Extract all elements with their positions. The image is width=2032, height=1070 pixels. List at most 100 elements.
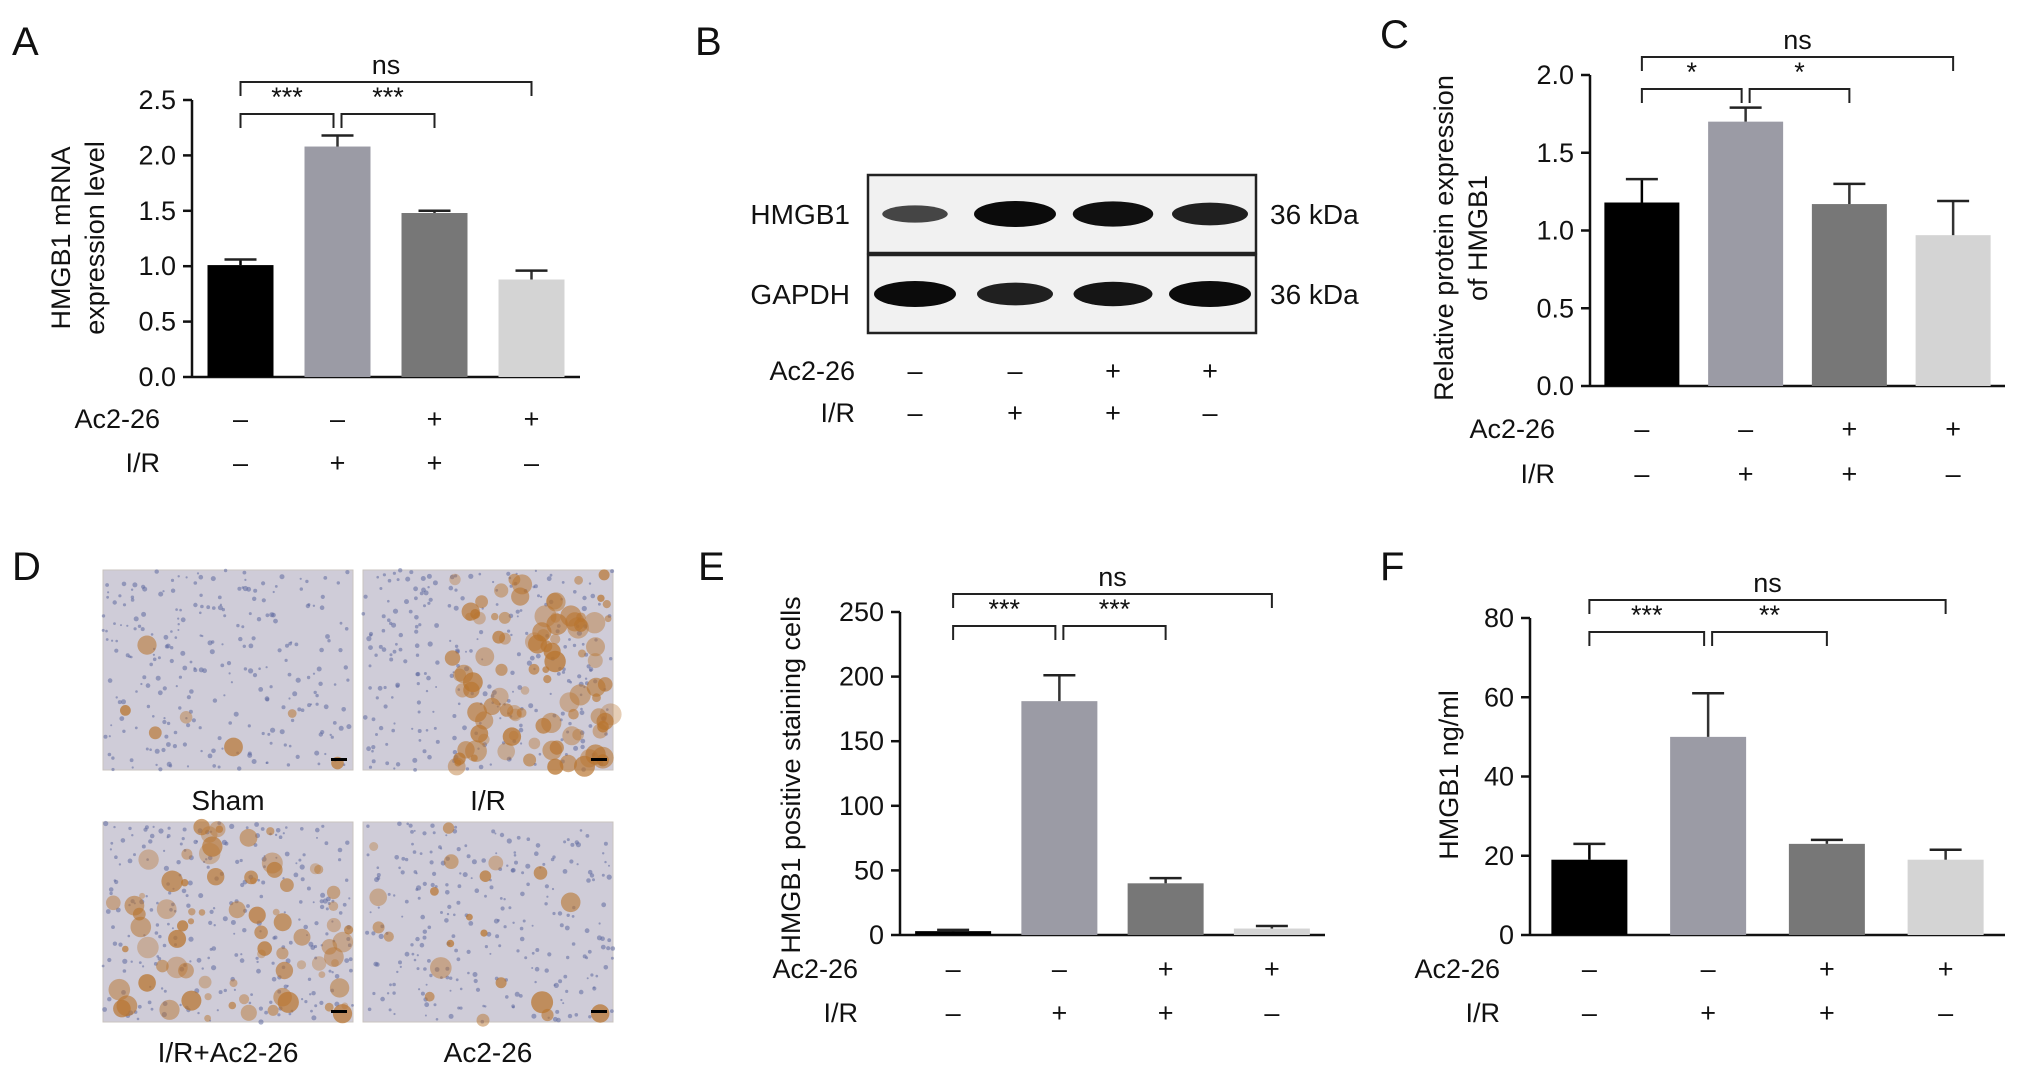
ihc-nucleus <box>495 934 500 939</box>
ihc-nucleus <box>278 835 283 839</box>
ihc-nucleus <box>454 574 458 578</box>
ihc-nucleus <box>411 727 414 730</box>
significance-label: * <box>1794 57 1805 87</box>
ihc-stain-spot <box>156 959 169 973</box>
ihc-nucleus <box>556 672 561 676</box>
ihc-nucleus <box>288 744 292 748</box>
ihc-nucleus <box>534 980 537 984</box>
ihc-nucleus <box>199 593 203 597</box>
ihc-nucleus <box>181 888 187 894</box>
ihc-nucleus <box>130 588 134 591</box>
ihc-nucleus <box>514 860 518 865</box>
ihc-nucleus <box>512 921 515 924</box>
ihc-stain-spot <box>497 742 515 761</box>
ihc-nucleus <box>381 647 387 652</box>
ihc-nucleus <box>546 895 549 898</box>
ihc-nucleus <box>307 977 312 981</box>
ihc-nucleus <box>391 622 397 628</box>
ihc-nucleus <box>233 988 236 992</box>
ihc-nucleus <box>451 934 456 938</box>
ihc-nucleus <box>113 879 117 882</box>
ihc-nucleus <box>120 624 122 627</box>
ihc-nucleus <box>553 984 556 987</box>
ihc-stain-spot <box>430 887 439 896</box>
ihc-nucleus <box>166 742 171 747</box>
ihc-nucleus <box>513 851 517 854</box>
ihc-nucleus <box>500 906 505 911</box>
ihc-nucleus <box>200 749 203 753</box>
ihc-stain-spot <box>494 583 509 598</box>
ihc-stain-spot <box>318 971 326 978</box>
ihc-nucleus <box>186 723 191 728</box>
ihc-nucleus <box>368 645 373 650</box>
ihc-nucleus <box>457 1006 461 1010</box>
ihc-nucleus <box>566 730 570 734</box>
ihc-nucleus <box>226 661 232 666</box>
ihc-nucleus <box>435 739 440 744</box>
ihc-nucleus <box>113 622 116 625</box>
ihc-nucleus <box>318 732 323 737</box>
ihc-nucleus <box>493 918 499 924</box>
ihc-nucleus <box>258 687 264 692</box>
ihc-nucleus <box>152 653 155 656</box>
ihc-nucleus <box>395 684 400 688</box>
condition-label-ac2-26: Ac2-26 <box>769 356 855 386</box>
ihc-nucleus <box>577 674 582 679</box>
ihc-nucleus <box>198 667 204 673</box>
ihc-nucleus <box>416 954 419 957</box>
y-tick-label: 100 <box>839 791 884 821</box>
ihc-nucleus <box>404 857 409 862</box>
ihc-nucleus <box>285 958 291 964</box>
ihc-nucleus <box>105 638 109 641</box>
ihc-nucleus <box>468 573 474 579</box>
bar <box>498 279 565 377</box>
ihc-nucleus <box>237 766 242 771</box>
significance-bracket <box>239 113 335 128</box>
ihc-nucleus <box>162 1001 168 1007</box>
ihc-image <box>101 818 354 1025</box>
ihc-stain-spot <box>177 920 189 932</box>
ihc-nucleus <box>177 629 180 631</box>
ihc-nucleus <box>434 623 439 628</box>
ihc-stain-spot <box>599 703 622 726</box>
ihc-nucleus <box>423 967 427 971</box>
condition-mark-ir: + <box>1700 998 1716 1028</box>
ihc-nucleus <box>265 761 268 765</box>
ihc-nucleus <box>433 1003 437 1007</box>
ihc-nucleus <box>514 991 520 997</box>
ihc-nucleus <box>454 588 458 592</box>
ihc-nucleus <box>507 629 511 633</box>
condition-mark-ir: – <box>907 398 922 428</box>
ihc-nucleus <box>269 685 273 689</box>
ihc-stain-spot <box>495 977 507 989</box>
ihc-nucleus <box>435 686 438 688</box>
ihc-nucleus <box>155 675 161 681</box>
ihc-nucleus <box>200 604 204 609</box>
ihc-stain-spot <box>181 990 202 1011</box>
ihc-nucleus <box>375 696 379 700</box>
ihc-stain-spot <box>228 1001 237 1010</box>
panel-a-chart: A 0.0 0.5 1.0 1.5 2.0 2.5 HMGB1 mRNA expression … <box>12 20 580 478</box>
ihc-nucleus <box>516 835 521 840</box>
significance-label: ns <box>1783 25 1812 55</box>
ihc-nucleus <box>392 649 397 654</box>
ihc-nucleus <box>429 860 434 865</box>
ihc-nucleus <box>182 742 187 747</box>
ihc-nucleus <box>457 884 462 889</box>
ihc-nucleus <box>466 949 471 955</box>
ihc-nucleus <box>311 1015 317 1021</box>
ihc-nucleus <box>393 1012 396 1016</box>
ihc-nucleus <box>338 858 342 862</box>
ihc-nucleus <box>510 868 515 873</box>
ihc-nucleus <box>312 604 316 607</box>
ihc-nucleus <box>208 920 213 926</box>
ihc-nucleus <box>298 918 301 921</box>
ihc-nucleus <box>155 763 158 767</box>
condition-mark-ir: – <box>946 998 961 1028</box>
ihc-nucleus <box>590 593 596 599</box>
ihc-stain-spot <box>587 653 603 669</box>
ihc-nucleus <box>464 844 468 848</box>
ihc-nucleus <box>445 883 449 887</box>
ihc-stain-spot <box>344 925 354 935</box>
ihc-image <box>101 568 354 772</box>
